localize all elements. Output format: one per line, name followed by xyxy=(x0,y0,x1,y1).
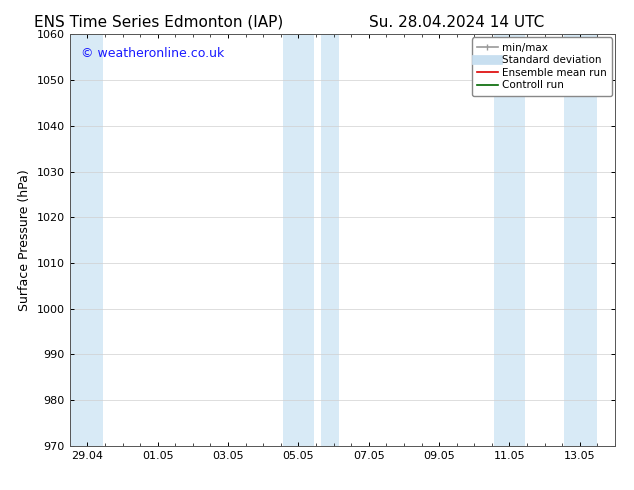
Bar xyxy=(494,34,526,446)
Legend: min/max, Standard deviation, Ensemble mean run, Controll run: min/max, Standard deviation, Ensemble me… xyxy=(472,37,612,96)
Y-axis label: Surface Pressure (hPa): Surface Pressure (hPa) xyxy=(18,169,31,311)
Bar xyxy=(283,34,314,446)
Text: © weatheronline.co.uk: © weatheronline.co.uk xyxy=(81,47,224,60)
Text: Su. 28.04.2024 14 UTC: Su. 28.04.2024 14 UTC xyxy=(369,15,544,30)
Bar xyxy=(70,34,103,446)
Bar xyxy=(321,34,339,446)
Bar xyxy=(564,34,597,446)
Text: ENS Time Series Edmonton (IAP): ENS Time Series Edmonton (IAP) xyxy=(34,15,283,30)
